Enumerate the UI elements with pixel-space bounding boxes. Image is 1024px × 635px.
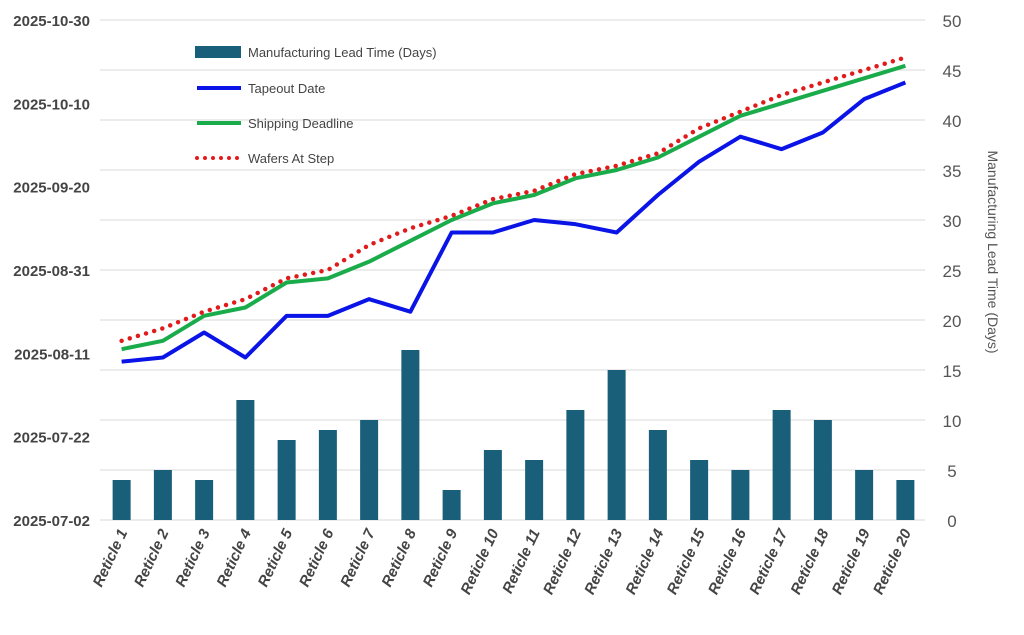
bar [607, 370, 626, 520]
right-tick-label: 20 [943, 312, 962, 331]
bar [813, 420, 832, 520]
left-tick-label: 2025-07-02 [13, 513, 90, 530]
legend-label: Wafers At Step [248, 151, 334, 166]
bar [525, 460, 544, 520]
x-tick-label: Reticle 8 [379, 526, 421, 590]
series-line [121, 80, 907, 364]
x-tick-label: Reticle 6 [296, 526, 338, 590]
x-tick-label: Reticle 11 [499, 527, 544, 597]
x-tick-label: Reticle 9 [420, 526, 462, 590]
bar [896, 480, 915, 520]
left-tick-label: 2025-08-11 [14, 346, 90, 363]
left-tick-label: 2025-07-22 [13, 430, 90, 447]
x-tick-label: Reticle 20 [870, 526, 915, 597]
right-tick-label: 10 [943, 412, 962, 431]
bar [855, 470, 874, 520]
x-tick-label: Reticle 3 [172, 526, 214, 590]
legend-label: Shipping Deadline [248, 116, 354, 131]
right-tick-label: 15 [943, 362, 962, 381]
left-tick-label: 2025-09-20 [13, 180, 90, 197]
x-tick-label: Reticle 4 [214, 526, 256, 590]
bar [690, 460, 709, 520]
legend-label: Manufacturing Lead Time (Days) [248, 45, 437, 60]
left-tick-label: 2025-10-10 [13, 96, 90, 113]
x-tick-label: Reticle 13 [581, 526, 626, 597]
right-tick-label: 0 [947, 512, 956, 531]
x-tick-label: Reticle 16 [705, 526, 750, 597]
bar [277, 440, 296, 520]
right-tick-label: 35 [943, 162, 962, 181]
left-tick-label: 2025-08-31 [13, 263, 90, 280]
gridlines [100, 19, 925, 521]
bar [318, 430, 337, 520]
right-tick-label: 5 [947, 462, 956, 481]
right-tick-label: 25 [943, 262, 962, 281]
legend-label: Tapeout Date [248, 81, 325, 96]
x-tick-label: Reticle 18 [787, 526, 832, 597]
x-tick-label: Reticle 15 [664, 526, 709, 597]
x-tick-label: Reticle 19 [829, 526, 874, 597]
bar [483, 450, 502, 520]
x-tick-label: Reticle 5 [255, 526, 297, 590]
bar [401, 350, 420, 520]
bar [195, 480, 214, 520]
right-axis: 0 5 10 15 20 25 30 35 40 45 50 [943, 12, 962, 531]
bar [772, 410, 791, 520]
bar-series [112, 350, 915, 520]
bar [360, 420, 379, 520]
bar [442, 490, 461, 520]
right-tick-label: 50 [943, 12, 962, 31]
bar [648, 430, 667, 520]
right-tick-label: 30 [943, 212, 962, 231]
x-tick-label: Reticle 1 [90, 527, 131, 590]
x-tick-label: Reticle 10 [457, 526, 502, 597]
bar [112, 480, 131, 520]
bar [153, 470, 172, 520]
x-tick-label: Reticle 14 [622, 526, 667, 597]
right-axis-title: Manufacturing Lead Time (Days) [985, 150, 1001, 353]
bar [566, 410, 585, 520]
left-tick-label: 2025-10-30 [13, 13, 90, 30]
bar [731, 470, 750, 520]
x-tick-label: Reticle 17 [746, 526, 791, 597]
x-tick-label: Reticle 12 [540, 526, 585, 597]
right-tick-label: 45 [943, 62, 962, 81]
series-line [121, 63, 906, 352]
x-tick-label: Reticle 2 [131, 526, 173, 590]
left-axis: 2025-07-02 2025-07-22 2025-08-11 2025-08-31… [13, 13, 90, 530]
x-tick-label: Reticle 7 [337, 526, 379, 590]
right-tick-label: 40 [943, 112, 962, 131]
x-axis: Reticle 1 Reticle 2 Reticle 3 Reticle 4 Reti… [90, 526, 916, 597]
bar [236, 400, 255, 520]
line-series [119, 55, 908, 364]
legend-swatch [195, 46, 241, 58]
legend: Manufacturing Lead Time (Days) Tapeout Da… [195, 45, 437, 166]
